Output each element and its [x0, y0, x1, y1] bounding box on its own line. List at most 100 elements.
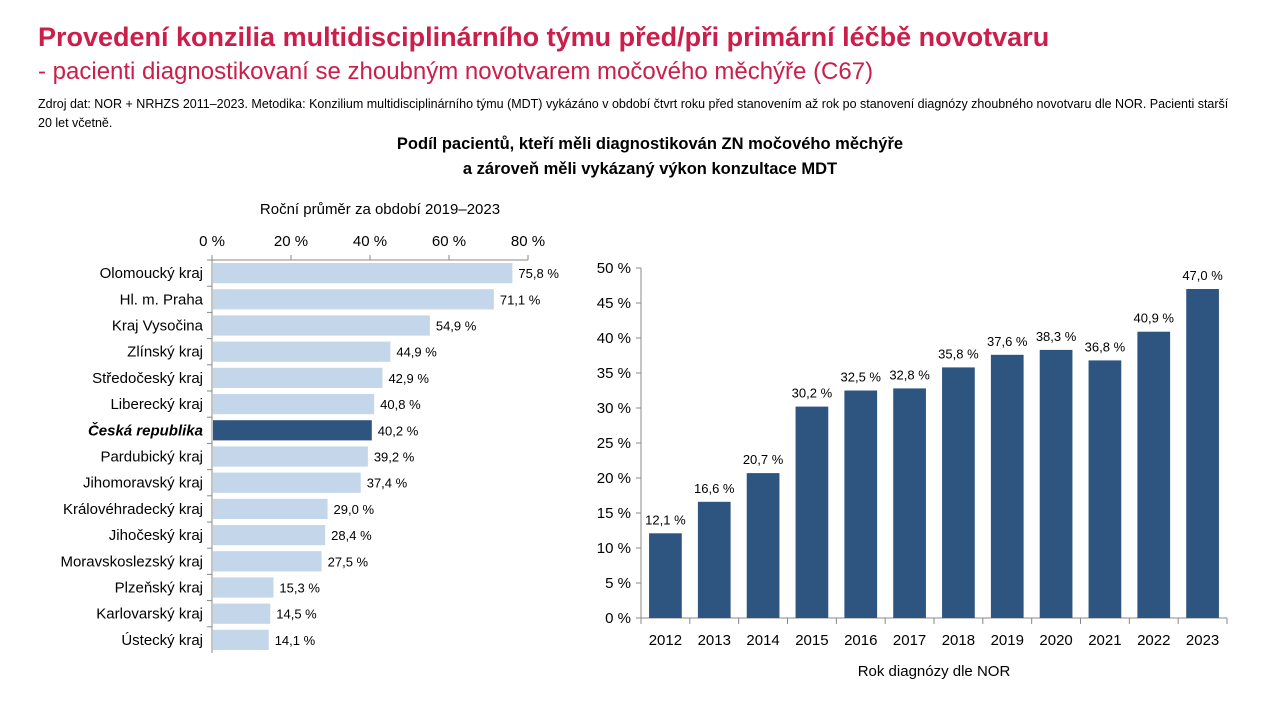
region-label: Královéhradecký kraj	[63, 501, 203, 518]
region-bar	[213, 394, 375, 415]
region-bar	[213, 629, 269, 650]
x-tick-label: 2019	[991, 632, 1024, 649]
year-bar	[893, 388, 926, 618]
region-value-label: 29,0 %	[334, 502, 375, 517]
region-bar	[213, 577, 274, 598]
region-value-label: 27,5 %	[328, 554, 369, 569]
y-tick-label: 50 %	[597, 260, 631, 277]
year-value-label: 30,2 %	[792, 386, 833, 401]
year-value-label: 16,6 %	[694, 481, 735, 496]
region-value-label: 42,9 %	[388, 371, 429, 386]
year-value-label: 32,8 %	[889, 367, 930, 382]
region-bar	[213, 603, 271, 624]
region-label: Ústecký kraj	[121, 632, 203, 649]
region-bar	[213, 420, 372, 441]
y-tick-label: 15 %	[597, 505, 631, 522]
region-label: Zlínský kraj	[127, 344, 203, 361]
region-label: Jihočeský kraj	[109, 527, 203, 544]
y-tick-label: 45 %	[597, 295, 631, 312]
x-tick-label: 2023	[1186, 632, 1219, 649]
x-tick-label: 2016	[844, 632, 877, 649]
y-tick-label: 35 %	[597, 365, 631, 382]
region-bar	[213, 315, 430, 336]
x-tick-label: 2012	[649, 632, 682, 649]
year-bar	[1039, 349, 1073, 618]
y-tick-label: 20 %	[597, 470, 631, 487]
y-tick-label: 10 %	[597, 540, 631, 557]
region-bar	[213, 446, 368, 467]
y-tick-label: 0 %	[605, 610, 631, 627]
year-bar	[1137, 331, 1171, 618]
y-tick-label: 25 %	[597, 435, 631, 452]
region-label: Česká republika	[88, 421, 203, 439]
region-label: Jihomoravský kraj	[83, 475, 203, 492]
y-tick-label: 30 %	[597, 400, 631, 417]
region-label: Karlovarský kraj	[96, 606, 203, 623]
region-label: Středočeský kraj	[92, 370, 203, 387]
chart-title-line-2: a zároveň měli vykázaný výkon konzultace…	[462, 160, 838, 178]
year-value-label: 12,1 %	[645, 512, 686, 527]
region-value-label: 40,8 %	[380, 397, 421, 412]
region-value-label: 39,2 %	[374, 450, 415, 465]
regional-chart-title: Roční průměr za období 2019–2023	[260, 201, 500, 218]
region-label: Plzeňský kraj	[115, 580, 203, 597]
page-subtitle: - pacienti diagnostikovaní se zhoubným n…	[38, 58, 874, 85]
region-value-label: 54,9 %	[436, 319, 477, 334]
x-tick-label: 20 %	[274, 233, 308, 250]
x-tick-label: 2021	[1088, 632, 1121, 649]
year-bar	[1088, 360, 1122, 618]
year-value-label: 38,3 %	[1036, 329, 1077, 344]
x-tick-label: 60 %	[432, 233, 466, 250]
region-bar	[213, 289, 494, 310]
region-bar	[213, 498, 328, 519]
x-tick-label: 2018	[942, 632, 975, 649]
x-tick-label: 40 %	[353, 233, 387, 250]
year-bar	[697, 501, 731, 618]
region-bar	[213, 341, 391, 362]
region-bar	[213, 472, 361, 493]
region-value-label: 14,5 %	[276, 607, 317, 622]
region-label: Pardubický kraj	[100, 449, 203, 466]
year-bar	[1186, 289, 1219, 618]
region-value-label: 28,4 %	[331, 528, 372, 543]
year-value-label: 32,5 %	[841, 370, 882, 385]
x-tick-label: 2013	[698, 632, 731, 649]
region-value-label: 71,1 %	[500, 292, 541, 307]
region-label: Hl. m. Praha	[120, 291, 204, 308]
year-bar	[746, 473, 780, 618]
x-tick-label: 0 %	[199, 233, 225, 250]
year-bar	[990, 354, 1024, 618]
x-tick-label: 2017	[893, 632, 926, 649]
x-tick-label: 80 %	[511, 233, 545, 250]
chart-title-line-1: Podíl pacientů, kteří měli diagnostiková…	[396, 135, 904, 153]
region-label: Moravskoslezský kraj	[60, 553, 203, 570]
region-value-label: 14,1 %	[275, 633, 316, 648]
x-tick-label: 2015	[795, 632, 828, 649]
year-value-label: 36,8 %	[1085, 339, 1126, 354]
x-tick-label: 2014	[746, 632, 779, 649]
y-tick-label: 5 %	[605, 575, 631, 592]
region-value-label: 75,8 %	[518, 266, 559, 281]
year-value-label: 37,6 %	[987, 334, 1028, 349]
year-bar	[844, 390, 878, 618]
x-axis-title: Rok diagnózy dle NOR	[858, 663, 1011, 680]
region-label: Liberecký kraj	[110, 396, 203, 413]
region-value-label: 40,2 %	[378, 423, 419, 438]
y-tick-label: 40 %	[597, 330, 631, 347]
year-bar	[795, 406, 829, 618]
x-tick-label: 2022	[1137, 632, 1170, 649]
region-label: Kraj Vysočina	[112, 318, 204, 335]
year-bar	[649, 533, 682, 618]
year-bar	[942, 367, 975, 618]
page-title: Provedení konzilia multidisciplinárního …	[38, 22, 1050, 52]
year-value-label: 35,8 %	[938, 346, 979, 361]
region-bar	[213, 525, 326, 546]
region-value-label: 37,4 %	[367, 476, 408, 491]
region-bar	[213, 551, 322, 572]
year-value-label: 20,7 %	[743, 452, 784, 467]
region-label: Olomoucký kraj	[100, 265, 203, 282]
region-bar	[213, 367, 383, 388]
data-source-note: Zdroj dat: NOR + NRHZS 2011–2023. Metodi…	[38, 97, 1229, 130]
